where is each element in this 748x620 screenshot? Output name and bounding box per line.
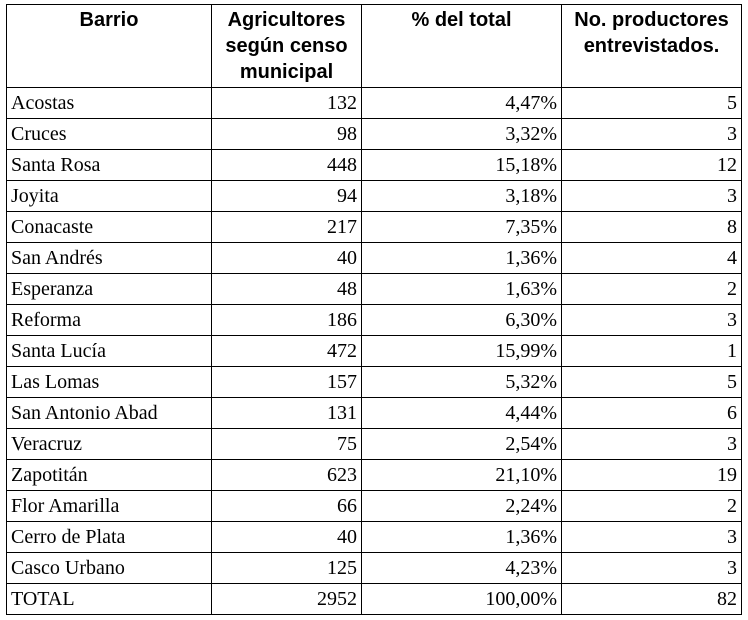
cell-percent: 1,36% <box>361 521 562 553</box>
cell-agricultores: 125 <box>211 552 362 584</box>
cell-percent: 3,18% <box>361 180 562 212</box>
cell-agricultores: 48 <box>211 273 362 305</box>
cell-barrio: San Andrés <box>6 242 212 274</box>
header-agricultores: Agricultores según censo municipal <box>211 4 362 88</box>
cell-agricultores: 132 <box>211 87 362 119</box>
cell-productores: 2 <box>561 273 742 305</box>
cell-percent: 1,63% <box>361 273 562 305</box>
table-row: Santa Rosa 448 15,18% 12 <box>6 149 742 181</box>
cell-agricultores: 75 <box>211 428 362 460</box>
cell-productores: 3 <box>561 304 742 336</box>
cell-barrio: TOTAL <box>6 583 212 615</box>
header-row: Barrio Agricultores según censo municipa… <box>6 4 742 88</box>
cell-percent: 6,30% <box>361 304 562 336</box>
cell-barrio: Santa Lucía <box>6 335 212 367</box>
cell-agricultores: 157 <box>211 366 362 398</box>
cell-productores: 12 <box>561 149 742 181</box>
cell-barrio: Zapotitán <box>6 459 212 491</box>
cell-barrio: Veracruz <box>6 428 212 460</box>
cell-agricultores: 2952 <box>211 583 362 615</box>
table-row: Cerro de Plata 40 1,36% 3 <box>6 521 742 553</box>
cell-barrio: Joyita <box>6 180 212 212</box>
cell-agricultores: 98 <box>211 118 362 150</box>
cell-barrio: Santa Rosa <box>6 149 212 181</box>
cell-percent: 100,00% <box>361 583 562 615</box>
cell-barrio: Flor Amarilla <box>6 490 212 522</box>
cell-percent: 15,18% <box>361 149 562 181</box>
cell-productores: 5 <box>561 366 742 398</box>
table-row: Zapotitán 623 21,10% 19 <box>6 459 742 491</box>
header-productores: No. productores entrevistados. <box>561 4 742 88</box>
cell-percent: 1,36% <box>361 242 562 274</box>
table-row: Esperanza 48 1,63% 2 <box>6 273 742 305</box>
cell-percent: 4,44% <box>361 397 562 429</box>
cell-agricultores: 472 <box>211 335 362 367</box>
cell-barrio: Cruces <box>6 118 212 150</box>
cell-productores: 3 <box>561 521 742 553</box>
agricultores-table: Barrio Agricultores según censo municipa… <box>6 4 742 615</box>
cell-barrio: San Antonio Abad <box>6 397 212 429</box>
cell-agricultores: 40 <box>211 242 362 274</box>
table-row: Flor Amarilla 66 2,24% 2 <box>6 490 742 522</box>
cell-agricultores: 94 <box>211 180 362 212</box>
table-row: San Antonio Abad 131 4,44% 6 <box>6 397 742 429</box>
cell-percent: 15,99% <box>361 335 562 367</box>
table-row: Veracruz 75 2,54% 3 <box>6 428 742 460</box>
cell-percent: 4,47% <box>361 87 562 119</box>
table-row: San Andrés 40 1,36% 4 <box>6 242 742 274</box>
table-row: Conacaste 217 7,35% 8 <box>6 211 742 243</box>
cell-barrio: Cerro de Plata <box>6 521 212 553</box>
cell-barrio: Conacaste <box>6 211 212 243</box>
table-row: Joyita 94 3,18% 3 <box>6 180 742 212</box>
cell-productores: 82 <box>561 583 742 615</box>
cell-productores: 19 <box>561 459 742 491</box>
table-row: Las Lomas 157 5,32% 5 <box>6 366 742 398</box>
table-row: Cruces 98 3,32% 3 <box>6 118 742 150</box>
cell-percent: 3,32% <box>361 118 562 150</box>
cell-productores: 8 <box>561 211 742 243</box>
cell-percent: 4,23% <box>361 552 562 584</box>
table-body: Acostas 132 4,47% 5 Cruces 98 3,32% 3 Santa Rosa… <box>6 87 742 615</box>
cell-productores: 4 <box>561 242 742 274</box>
cell-productores: 1 <box>561 335 742 367</box>
table-row: Casco Urbano 125 4,23% 3 <box>6 552 742 584</box>
table-row: Santa Lucía 472 15,99% 1 <box>6 335 742 367</box>
cell-productores: 6 <box>561 397 742 429</box>
cell-agricultores: 186 <box>211 304 362 336</box>
cell-agricultores: 131 <box>211 397 362 429</box>
cell-agricultores: 623 <box>211 459 362 491</box>
cell-productores: 3 <box>561 428 742 460</box>
cell-agricultores: 217 <box>211 211 362 243</box>
cell-percent: 21,10% <box>361 459 562 491</box>
cell-barrio: Esperanza <box>6 273 212 305</box>
cell-barrio: Reforma <box>6 304 212 336</box>
cell-agricultores: 66 <box>211 490 362 522</box>
cell-productores: 3 <box>561 180 742 212</box>
cell-percent: 2,54% <box>361 428 562 460</box>
header-barrio: Barrio <box>6 4 212 88</box>
cell-barrio: Las Lomas <box>6 366 212 398</box>
cell-productores: 5 <box>561 87 742 119</box>
cell-percent: 7,35% <box>361 211 562 243</box>
cell-barrio: Acostas <box>6 87 212 119</box>
cell-percent: 5,32% <box>361 366 562 398</box>
table-container: Barrio Agricultores según censo municipa… <box>6 4 742 615</box>
cell-agricultores: 40 <box>211 521 362 553</box>
cell-agricultores: 448 <box>211 149 362 181</box>
table-row: Reforma 186 6,30% 3 <box>6 304 742 336</box>
cell-barrio: Casco Urbano <box>6 552 212 584</box>
table-row: Acostas 132 4,47% 5 <box>6 87 742 119</box>
cell-productores: 3 <box>561 118 742 150</box>
cell-productores: 2 <box>561 490 742 522</box>
cell-percent: 2,24% <box>361 490 562 522</box>
total-row: TOTAL 2952 100,00% 82 <box>6 583 742 615</box>
cell-productores: 3 <box>561 552 742 584</box>
header-percent: % del total <box>361 4 562 88</box>
